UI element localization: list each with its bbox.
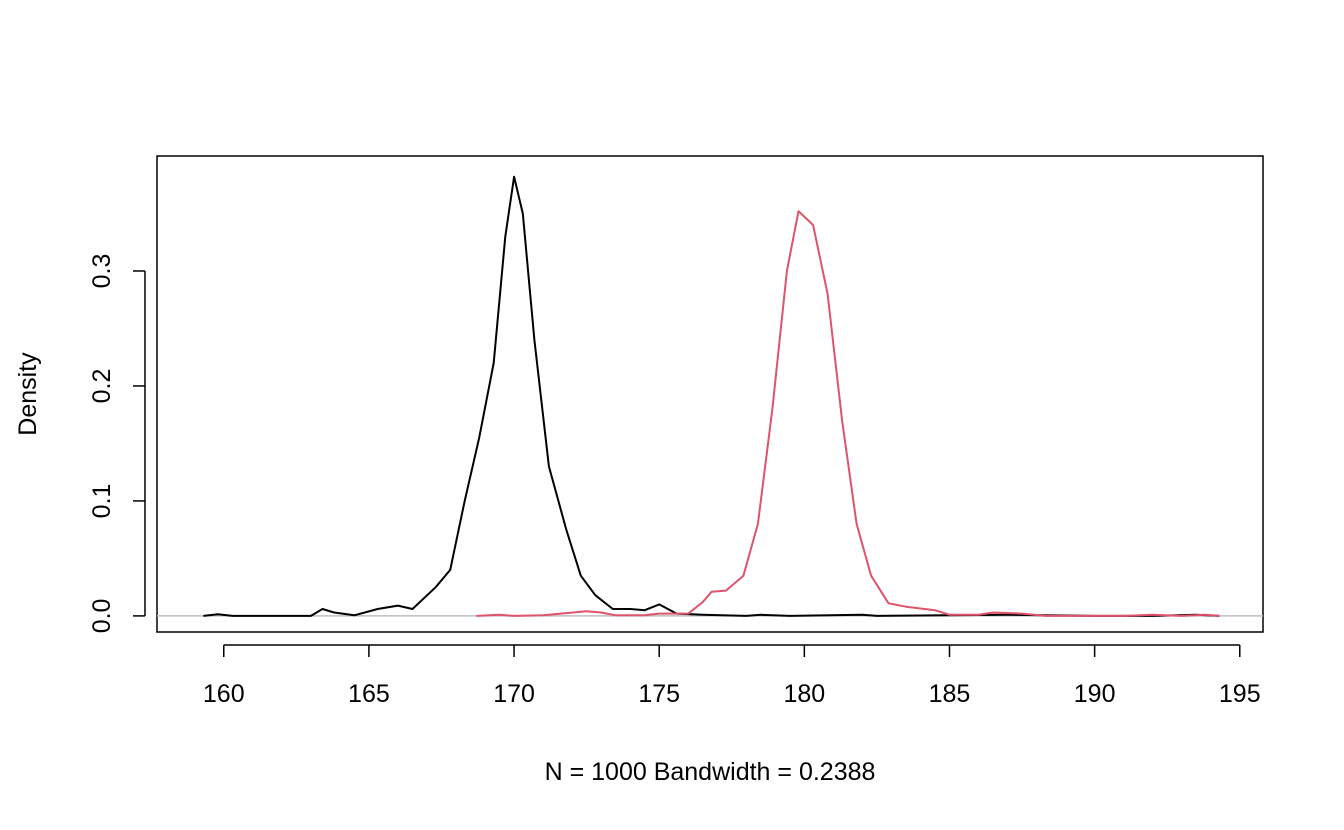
x-tick-label: 170	[493, 680, 535, 708]
x-axis-label: N = 1000 Bandwidth = 0.2388	[545, 758, 876, 786]
x-tick-label: 175	[638, 680, 680, 708]
density-line-2	[476, 210, 1220, 617]
x-tick-label: 160	[203, 680, 245, 708]
y-axis-label: Density	[14, 352, 42, 436]
plot-frame	[156, 155, 1264, 633]
y-tick-label: 0.2	[88, 369, 116, 404]
y-tick-label: 0.3	[88, 254, 116, 289]
x-tick-label: 185	[929, 680, 971, 708]
x-tick-label: 195	[1219, 680, 1261, 708]
y-axis: 0.0 0.1 0.2 0.3	[88, 254, 146, 634]
x-tick-label: 190	[1074, 680, 1116, 708]
y-tick-label: 0.1	[88, 484, 116, 519]
y-tick-label: 0.0	[88, 599, 116, 634]
x-tick-label: 165	[348, 680, 390, 708]
x-tick-label: 180	[783, 680, 825, 708]
x-axis: 160 165 170 175 180 185 190 195	[203, 644, 1261, 708]
series-layer	[203, 175, 1220, 617]
density-line-1	[203, 175, 1220, 617]
